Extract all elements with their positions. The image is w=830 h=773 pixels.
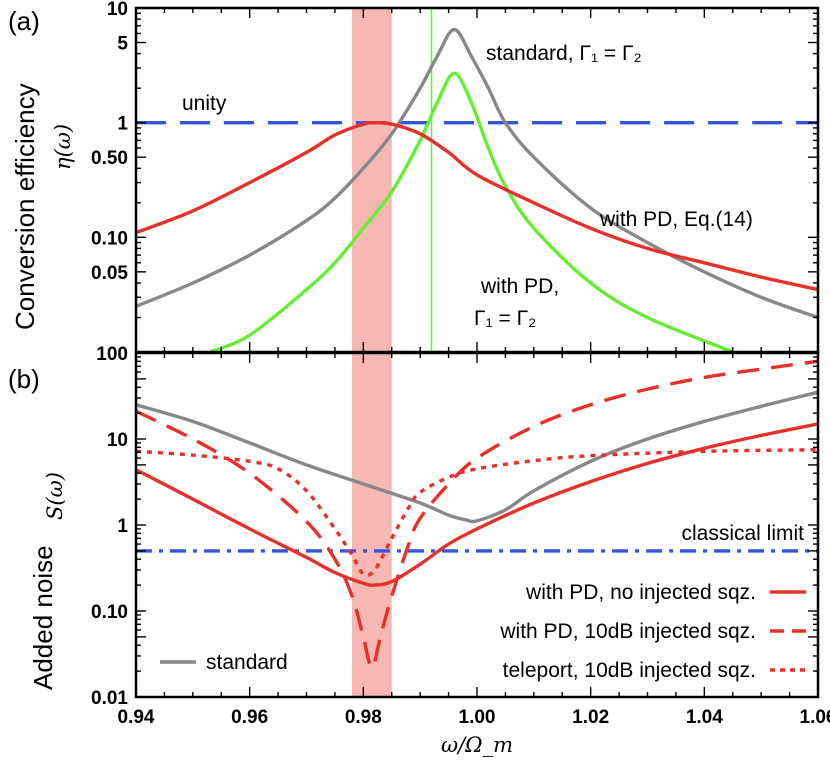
x-tick-label: 1.00	[459, 707, 496, 728]
series-group	[136, 359, 818, 670]
y-axis-label-b: Added noise	[28, 545, 58, 690]
y-tick-label: 1	[117, 114, 128, 135]
series-teleport_10db	[136, 448, 818, 578]
series-standard	[136, 27, 818, 320]
series-standard	[136, 390, 818, 524]
panel-a-conversion-efficiency: 0.05 0.10 0.50 1 5 10 unity standard, Γ₁ = Γ₂ wi…	[91, 0, 820, 354]
legend-label: teleport, 10dB injected sqz.	[503, 659, 756, 682]
annotation-with-pd: with PD,	[480, 275, 559, 298]
y-axis-label-a: Conversion efficiency	[10, 83, 40, 330]
y-tick-label: 0.01	[91, 688, 128, 709]
y-tick-label: 0.50	[91, 148, 128, 169]
annotation-with-pd-eq14: with PD, Eq.(14)	[599, 208, 753, 231]
legend-label: with PD, 10dB injected sqz.	[499, 620, 756, 643]
y-tick-label: 10	[107, 430, 128, 451]
y-tick-label: 0.05	[91, 263, 128, 284]
x-tick-label: 0.98	[345, 707, 382, 728]
annotation-standard: standard, Γ₁ = Γ₂	[486, 42, 642, 65]
y-tick-label: 0.10	[91, 228, 128, 249]
shaded-band	[351, 353, 392, 697]
x-tick-label: 1.04	[686, 707, 723, 728]
annotation-unity: unity	[182, 92, 227, 115]
series-pd_eq14	[136, 120, 818, 292]
legend-label-standard: standard	[206, 651, 288, 674]
annotation-classical-limit: classical limit	[681, 522, 804, 545]
x-tick-label: 1.02	[572, 707, 609, 728]
shaded-band	[351, 8, 392, 352]
y-tick-label: 5	[117, 34, 128, 55]
x-tick-label: 0.94	[118, 707, 155, 728]
series-group	[136, 27, 818, 352]
panel-b-added-noise: 0.01 0.10 1 10 100 0.94 0.96 0.98 1.00 1.02 1.04 1.…	[91, 344, 830, 728]
x-tick-label: 0.96	[231, 707, 268, 728]
y-axis-symbol-b: S(ω)	[43, 472, 67, 520]
y-tick-label: 0.10	[91, 602, 128, 623]
y-tick-label: 1	[117, 516, 128, 537]
series-pd_no_sqz	[136, 422, 818, 587]
x-axis-label: ω/Ω_m	[441, 733, 513, 757]
legend-label: with PD, no injected sqz.	[525, 581, 756, 604]
series-pd_gamma	[209, 71, 734, 352]
plot-frame	[134, 6, 820, 354]
y-tick-label: 100	[96, 344, 128, 365]
y-tick-label: 10	[107, 0, 128, 20]
series-pd_10db	[136, 359, 818, 670]
panel-label-a: (a)	[8, 6, 40, 36]
panel-label-b: (b)	[8, 364, 40, 394]
annotation-gamma-equal: Γ₁ = Γ₂	[474, 307, 536, 330]
y-axis-symbol-a: η(ω)	[51, 124, 75, 170]
x-tick-label: 1.06	[800, 707, 830, 728]
